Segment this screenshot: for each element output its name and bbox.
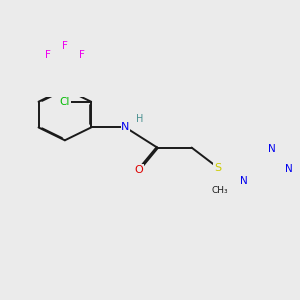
Text: Cl: Cl: [59, 97, 70, 107]
Text: F: F: [62, 41, 68, 51]
Text: F: F: [45, 50, 51, 60]
Text: N: N: [286, 164, 293, 174]
Text: H: H: [136, 113, 144, 124]
Text: O: O: [134, 165, 143, 175]
Text: N: N: [240, 176, 248, 186]
Text: CH₃: CH₃: [212, 186, 229, 195]
Text: S: S: [214, 163, 222, 173]
Text: CH₃: CH₃: [212, 186, 229, 195]
Text: N: N: [121, 122, 130, 132]
Text: F: F: [79, 50, 85, 60]
Text: N: N: [268, 144, 276, 154]
